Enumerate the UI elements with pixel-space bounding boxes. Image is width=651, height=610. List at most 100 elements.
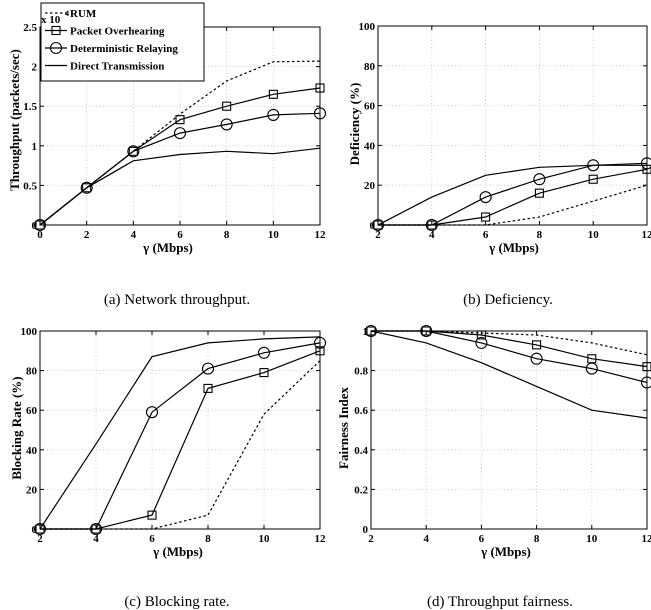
x-tick-label: 4 bbox=[131, 229, 137, 241]
ylabel-c: Blocking Rate (%) bbox=[9, 376, 24, 479]
y-tick-label: 40 bbox=[26, 445, 38, 457]
data-point-circle bbox=[475, 336, 488, 349]
legend-label: Direct Transmission bbox=[70, 61, 164, 73]
axes-frame bbox=[370, 330, 648, 530]
data-point-square bbox=[259, 368, 269, 378]
legend-marker-square bbox=[51, 25, 61, 36]
x-tick-label: 12 bbox=[642, 229, 651, 241]
x-tick-label: 6 bbox=[149, 533, 155, 545]
x-tick-label: 12 bbox=[315, 533, 327, 545]
y-tick-label: 80 bbox=[364, 61, 376, 73]
data-point-square bbox=[82, 183, 92, 193]
x-tick-label: 12 bbox=[315, 229, 327, 241]
series-line-1 bbox=[40, 360, 321, 530]
data-point-circle bbox=[173, 127, 187, 140]
legend-label: Deterministic Relaying bbox=[70, 43, 178, 55]
caption-a: (a) Network throughput. bbox=[104, 292, 250, 308]
exponent-power-a: 4 bbox=[65, 9, 69, 18]
data-point-square bbox=[203, 383, 213, 393]
series-line-4 bbox=[377, 164, 647, 226]
y-tick-label: 1 bbox=[32, 141, 38, 153]
data-point-square bbox=[532, 340, 542, 350]
xlabel-b: γ (Mbps) bbox=[488, 240, 539, 255]
y-tick-label: 2.5 bbox=[23, 22, 37, 34]
x-tick-label: 8 bbox=[205, 533, 211, 545]
caption-d: (d) Throughput fairness. bbox=[427, 594, 573, 610]
series-line-4 bbox=[370, 330, 648, 419]
data-point-square bbox=[588, 174, 598, 184]
legend-label: Packet Overhearing bbox=[70, 26, 165, 38]
x-tick-label: 10 bbox=[586, 533, 598, 545]
data-point-square bbox=[147, 510, 157, 520]
exponent-label-a: x 10 bbox=[41, 14, 61, 26]
y-tick-label: 1.5 bbox=[23, 101, 37, 113]
caption-c: (c) Blocking rate. bbox=[124, 594, 229, 610]
data-point-circle bbox=[257, 346, 271, 359]
y-tick-label: 100 bbox=[359, 21, 376, 33]
ylabel-b: Deficiency (%) bbox=[347, 83, 362, 166]
legend-box bbox=[40, 2, 205, 82]
series-line-4 bbox=[39, 147, 321, 226]
data-point-circle bbox=[267, 108, 280, 121]
axes-frame bbox=[377, 25, 648, 226]
data-point-circle bbox=[530, 352, 543, 365]
x-tick-label: 10 bbox=[259, 533, 271, 545]
data-point-circle bbox=[585, 362, 598, 375]
y-tick-label: 60 bbox=[364, 101, 376, 113]
data-point-square bbox=[175, 115, 185, 125]
data-point-circle bbox=[533, 173, 546, 186]
series-line-4 bbox=[39, 336, 321, 530]
y-tick-label: 0.8 bbox=[354, 366, 368, 378]
x-tick-label: 4 bbox=[93, 533, 99, 545]
x-tick-label: 2 bbox=[37, 533, 43, 545]
series-line-3 bbox=[378, 162, 648, 226]
xlabel-d: γ (Mbps) bbox=[480, 544, 531, 559]
x-tick-label: 10 bbox=[588, 229, 600, 241]
y-tick-label: 0.5 bbox=[23, 180, 37, 192]
x-tick-label: 2 bbox=[368, 533, 374, 545]
x-tick-label: 2 bbox=[84, 229, 90, 241]
x-tick-label: 8 bbox=[534, 533, 540, 545]
series-line-1 bbox=[378, 184, 648, 226]
data-point-square bbox=[481, 212, 491, 222]
caption-b: (b) Deficiency. bbox=[463, 292, 553, 308]
data-point-square bbox=[128, 146, 138, 156]
x-tick-label: 4 bbox=[423, 533, 429, 545]
y-tick-label: 0.2 bbox=[354, 484, 368, 496]
data-point-square bbox=[534, 188, 544, 198]
data-point-circle bbox=[145, 406, 159, 419]
legend-label: RUM bbox=[70, 8, 97, 20]
xlabel-c: γ (Mbps) bbox=[152, 544, 203, 559]
y-tick-label: 100 bbox=[21, 326, 38, 338]
xlabel-a: γ (Mbps) bbox=[142, 240, 193, 255]
ylabel-a: Throughput (packets/sec) bbox=[7, 49, 22, 191]
x-tick-label: 0 bbox=[37, 229, 43, 241]
y-tick-label: 0.6 bbox=[354, 405, 368, 417]
series-line-3 bbox=[39, 112, 321, 226]
series-line-2 bbox=[371, 330, 648, 368]
x-tick-label: 6 bbox=[177, 229, 183, 241]
x-tick-label: 4 bbox=[429, 229, 435, 241]
y-tick-label: 0 bbox=[363, 524, 369, 536]
x-tick-label: 12 bbox=[642, 533, 651, 545]
data-point-circle bbox=[479, 191, 492, 204]
y-tick-label: 20 bbox=[364, 180, 376, 192]
ylabel-d: Fairness Index bbox=[336, 387, 351, 469]
y-tick-label: 20 bbox=[26, 484, 38, 496]
series-line-2 bbox=[40, 350, 321, 530]
data-point-square bbox=[268, 89, 278, 99]
y-tick-label: 60 bbox=[26, 405, 38, 417]
x-tick-label: 6 bbox=[479, 533, 485, 545]
data-point-circle bbox=[80, 181, 93, 194]
y-tick-label: 40 bbox=[364, 140, 376, 152]
x-tick-label: 2 bbox=[375, 229, 381, 241]
y-tick-label: 80 bbox=[26, 366, 38, 378]
data-point-circle bbox=[201, 362, 215, 375]
